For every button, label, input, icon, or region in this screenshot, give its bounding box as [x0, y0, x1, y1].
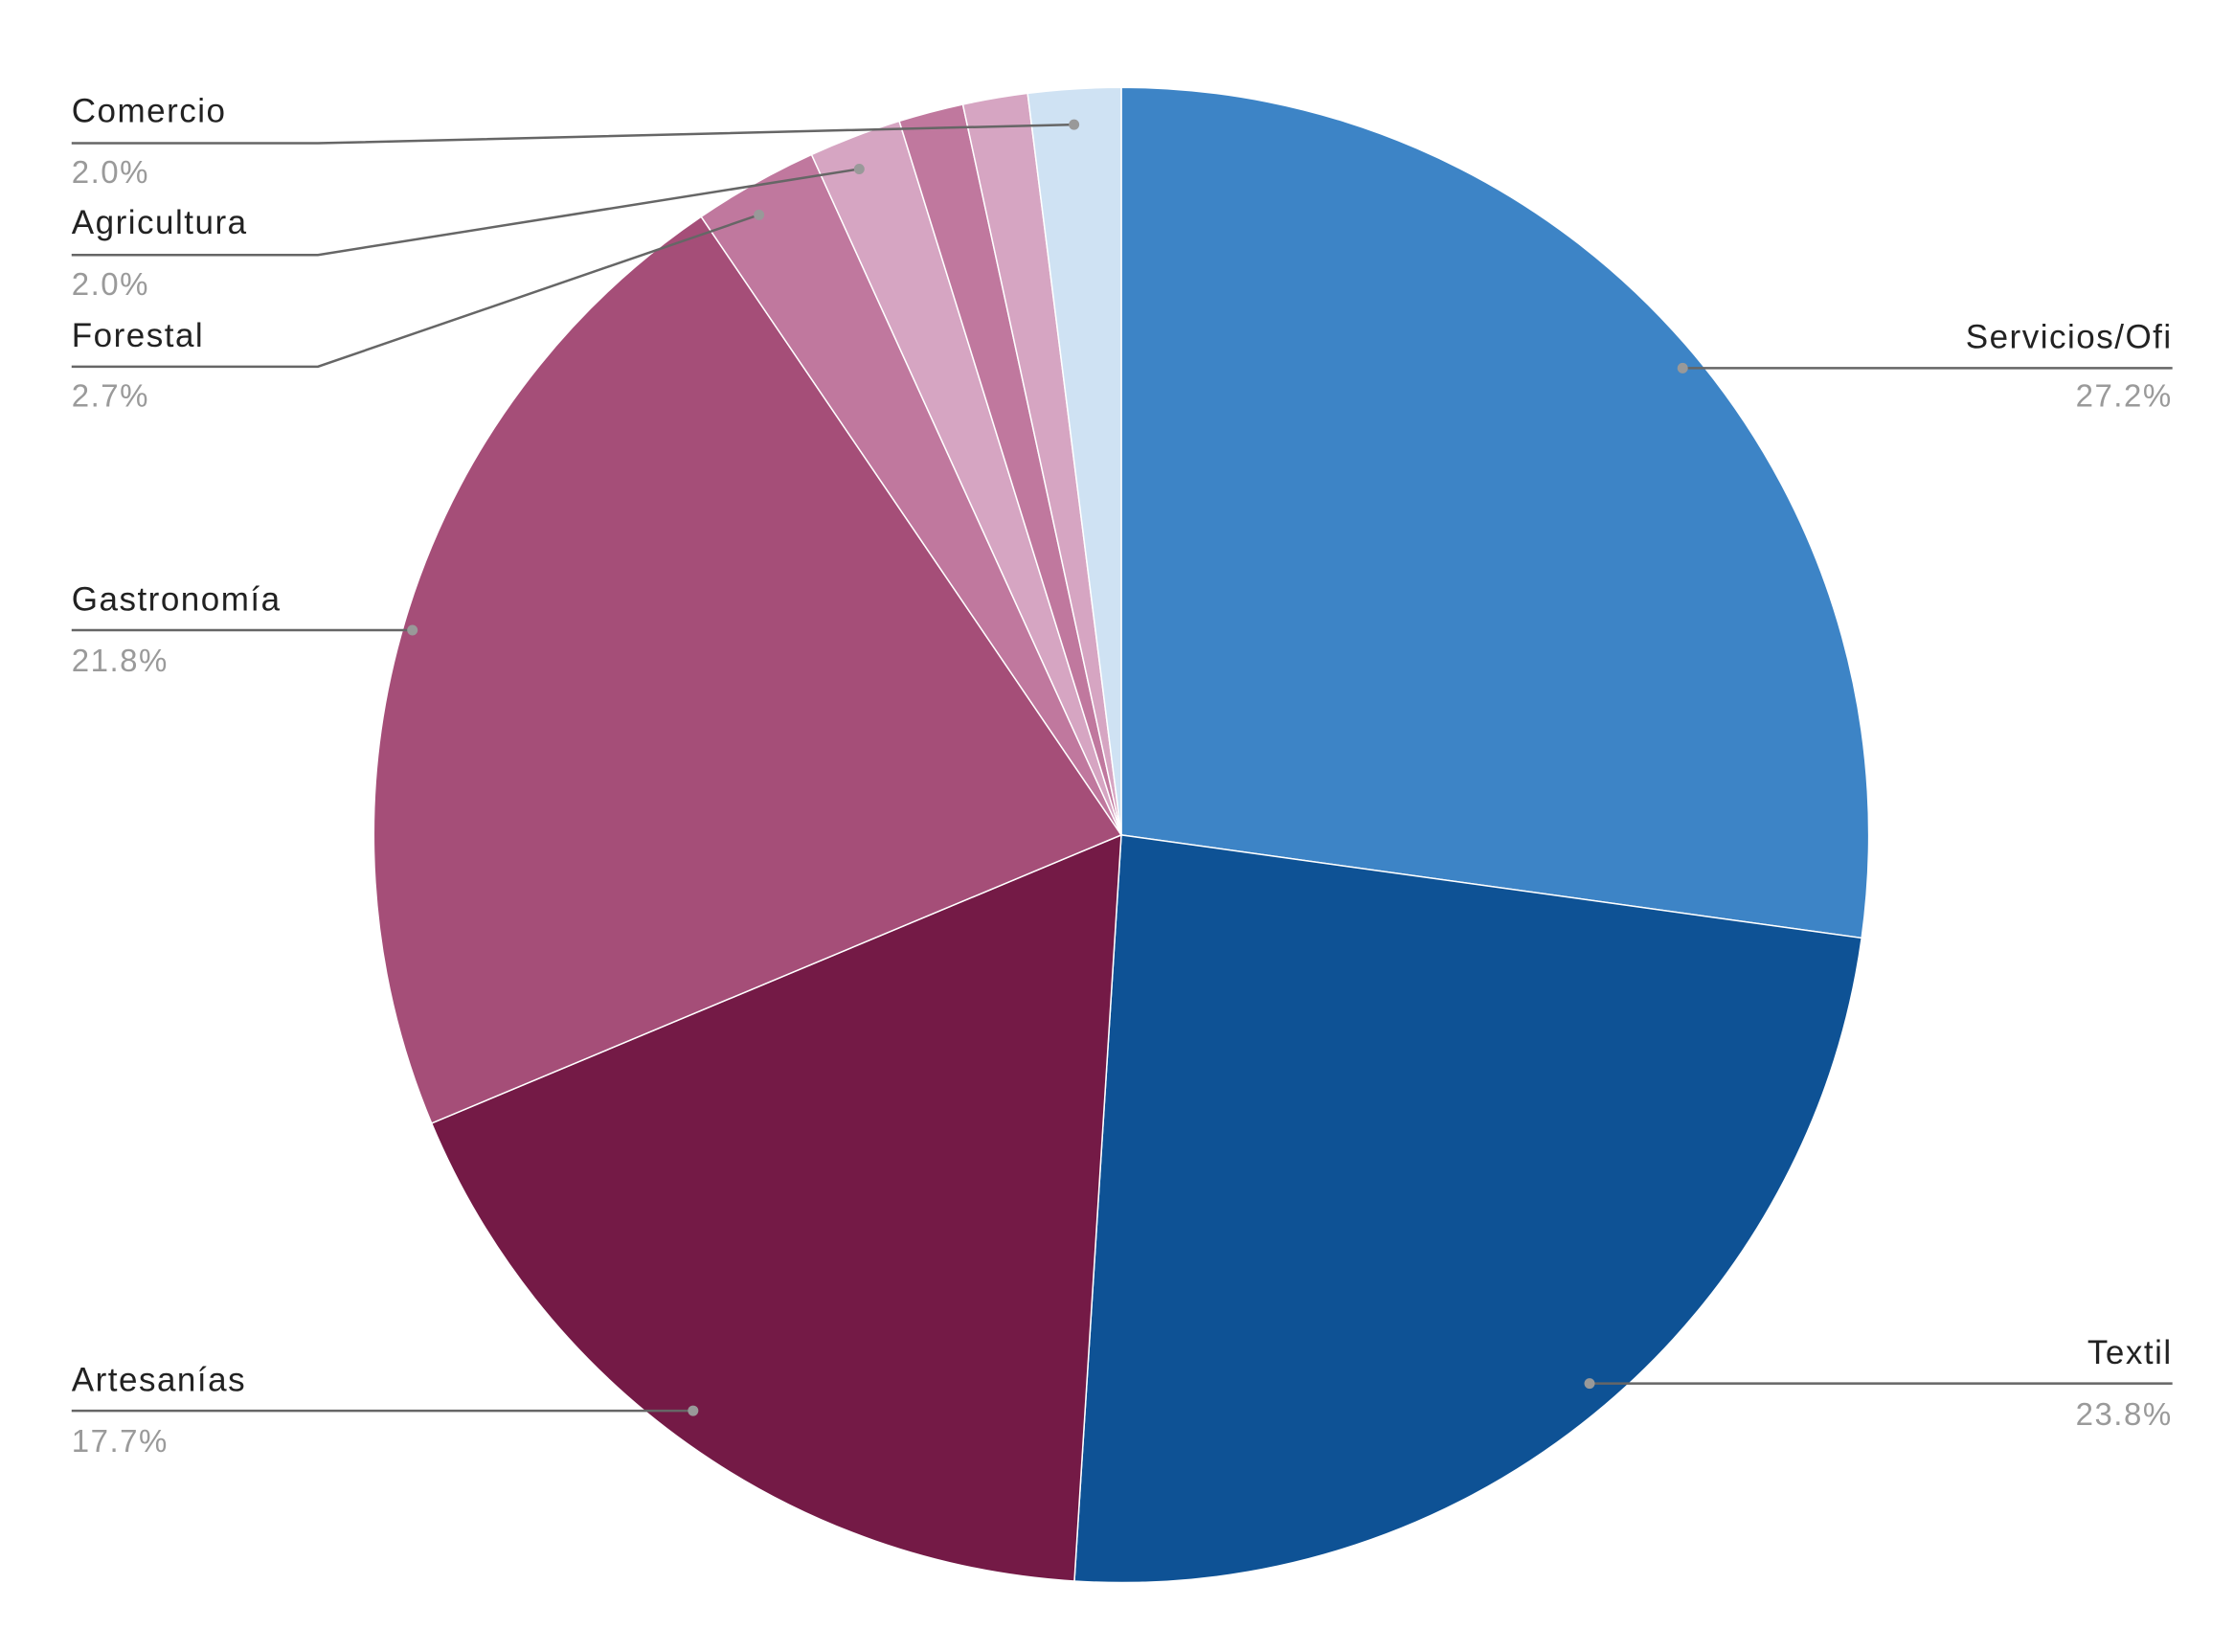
leader-dot — [407, 624, 418, 636]
pie-slice — [1073, 834, 1863, 1584]
leader-line — [71, 123, 1074, 145]
leader-dot — [688, 1405, 699, 1416]
slice-label: Artesanías — [72, 1361, 246, 1398]
leader-dot — [754, 209, 765, 220]
slice-label: Forestal — [72, 317, 204, 354]
slice-percent: 2.0% — [72, 266, 149, 302]
leader-dot — [1069, 119, 1080, 130]
leader-dot — [1677, 362, 1688, 373]
pie-slice — [1027, 86, 1122, 835]
leader-dot — [1584, 1378, 1595, 1390]
leader-line — [71, 168, 860, 257]
slice-label: Gastronomía — [72, 580, 282, 618]
slice-percent: 21.8% — [72, 643, 169, 678]
slice-percent: 27.2% — [2076, 377, 2173, 413]
slice-percent: 2.0% — [72, 154, 149, 190]
slice-percent: 17.7% — [72, 1423, 169, 1459]
slice-percent: 2.7% — [72, 377, 149, 413]
slice-label: Servicios/Ofi — [1966, 319, 2173, 356]
leader-dot — [853, 163, 865, 174]
slice-label: Agricultura — [72, 204, 248, 241]
slice-percent: 23.8% — [2076, 1396, 2173, 1432]
pie-slice — [430, 833, 1122, 1582]
slice-label: Comercio — [72, 92, 227, 129]
slice-label: Textil — [2087, 1334, 2173, 1371]
pie-slice — [372, 215, 1123, 1124]
pie-slice — [1120, 86, 1870, 939]
leader-line — [71, 214, 760, 369]
